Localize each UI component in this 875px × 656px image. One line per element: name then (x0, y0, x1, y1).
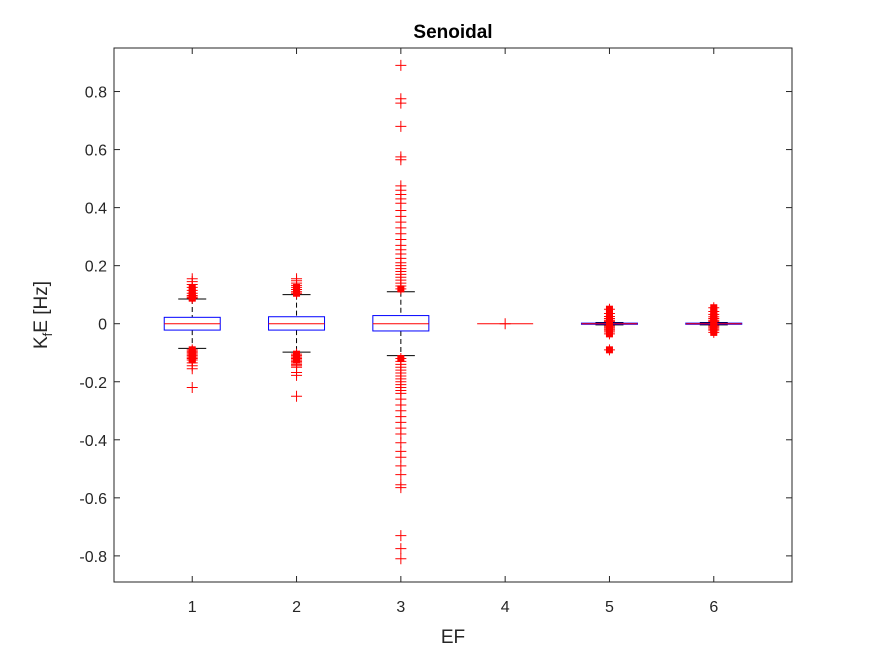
y-axis: -0.8 -0.6 -0.4 -0.2 0 0.2 0.4 0.6 0.8 (79, 85, 792, 566)
y-tick-label: 0.2 (85, 259, 107, 276)
outlier-point (186, 382, 198, 394)
outlier-point (395, 59, 407, 71)
outlier-point (291, 369, 303, 381)
box-group-4 (477, 318, 534, 330)
y-axis-label-rest: E [Hz] (31, 281, 52, 333)
box-group-5 (580, 303, 638, 356)
y-tick-label: 0.4 (85, 201, 107, 218)
y-tick-label: 0.8 (85, 85, 107, 102)
y-tick-label: -0.8 (79, 549, 107, 566)
y-axis-label-subscript: f (40, 332, 55, 336)
outlier-cluster (397, 285, 405, 293)
y-tick-label: 0 (98, 317, 107, 334)
x-axis-label: EF (441, 627, 465, 648)
x-tick-label: 1 (188, 599, 197, 616)
box-group-1 (163, 273, 221, 394)
x-tick-label: 6 (709, 599, 718, 616)
y-tick-label: -0.2 (79, 375, 107, 392)
outlier-point (395, 97, 407, 109)
y-tick-label: -0.4 (79, 433, 107, 450)
outlier-point (291, 390, 303, 402)
outlier-cluster (710, 317, 718, 325)
outlier-cluster (188, 294, 196, 302)
x-tick-label: 2 (292, 599, 301, 616)
outlier-point (395, 154, 407, 166)
outlier-point (395, 530, 407, 542)
outlier-cluster (710, 328, 718, 336)
y-axis-label: KfE [Hz] (31, 281, 55, 349)
outlier-point (395, 482, 407, 494)
y-axis-label-main: K (31, 336, 52, 349)
outlier-cluster (605, 317, 613, 325)
outlier-point (395, 543, 407, 555)
outlier-cluster (605, 346, 613, 354)
x-tick-label: 5 (605, 599, 614, 616)
box-group-2 (268, 273, 326, 402)
box-series (163, 59, 743, 565)
y-tick-label: -0.6 (79, 491, 107, 508)
outlier-cluster (188, 356, 196, 364)
y-tick-label: 0.6 (85, 143, 107, 160)
plot-area (113, 47, 793, 583)
chart-title: Senoidal (413, 22, 492, 43)
x-tick-label: 4 (501, 599, 510, 616)
x-tick-label: 3 (396, 599, 405, 616)
outlier-cluster (293, 289, 301, 297)
outlier-cluster (293, 356, 301, 364)
x-axis: 1 2 3 4 5 6 (188, 48, 718, 616)
outlier-cluster (710, 304, 718, 312)
outlier-cluster (605, 305, 613, 313)
box-group-6 (685, 302, 743, 338)
outlier-point (395, 553, 407, 565)
outlier-cluster (397, 355, 405, 363)
box-group-3 (372, 59, 430, 565)
outlier-cluster (605, 330, 613, 338)
outlier-point (395, 469, 407, 481)
outlier-point (395, 120, 407, 132)
outlier-point (186, 363, 198, 375)
outlier-point (499, 318, 511, 330)
